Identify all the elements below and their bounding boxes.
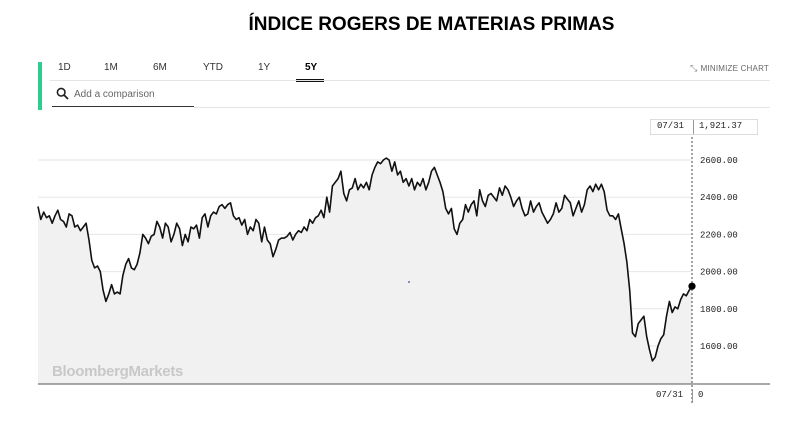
x-readout-value: 0 xyxy=(698,390,704,400)
price-area xyxy=(38,158,692,384)
tab-ytd[interactable]: YTD xyxy=(203,62,223,73)
y-tick-label: 1800.00 xyxy=(700,305,738,315)
y-tick-label: 2600.00 xyxy=(700,156,738,166)
minimize-icon: ⤡ xyxy=(690,63,698,73)
crosshair-value: 1,921.37 xyxy=(699,121,743,131)
x-axis-readout: 07/31 0 xyxy=(650,389,710,403)
chart-title: ÍNDICE ROGERS DE MATERIAS PRIMAS xyxy=(248,14,615,35)
y-axis: 2600.00 2400.00 2200.00 2000.00 1800.00 1600.… xyxy=(700,156,738,352)
tab-6m[interactable]: 6M xyxy=(153,62,167,73)
y-tick-label: 2200.00 xyxy=(700,230,738,240)
readout-separator xyxy=(692,389,693,403)
tab-1y[interactable]: 1Y xyxy=(258,62,271,73)
price-line xyxy=(37,157,693,362)
tab-1m[interactable]: 1M xyxy=(104,62,118,73)
y-tick-label: 2400.00 xyxy=(700,193,738,203)
y-tick-label: 1600.00 xyxy=(700,342,738,352)
tab-5y[interactable]: 5Y xyxy=(305,62,318,73)
divider xyxy=(194,107,770,108)
x-readout-date: 07/31 xyxy=(656,390,684,400)
comparison-input[interactable] xyxy=(74,86,192,102)
divider xyxy=(50,80,770,81)
last-point-marker[interactable] xyxy=(688,282,696,290)
tab-1d[interactable]: 1D xyxy=(58,62,71,73)
bloomberg-watermark: BloombergMarkets xyxy=(52,363,184,380)
crosshair-date: 07/31 xyxy=(657,121,685,131)
crosshair-readout: 07/31 1,921.37 xyxy=(650,119,758,135)
search-icon xyxy=(56,87,69,100)
minimize-label: MINIMIZE CHART xyxy=(700,64,769,73)
hover-dot xyxy=(408,281,410,283)
comparison-search xyxy=(52,84,194,107)
readout-separator xyxy=(693,120,694,134)
y-tick-label: 2000.00 xyxy=(700,268,738,278)
minimize-chart-button[interactable]: ⤡ MINIMIZE CHART xyxy=(690,63,769,74)
